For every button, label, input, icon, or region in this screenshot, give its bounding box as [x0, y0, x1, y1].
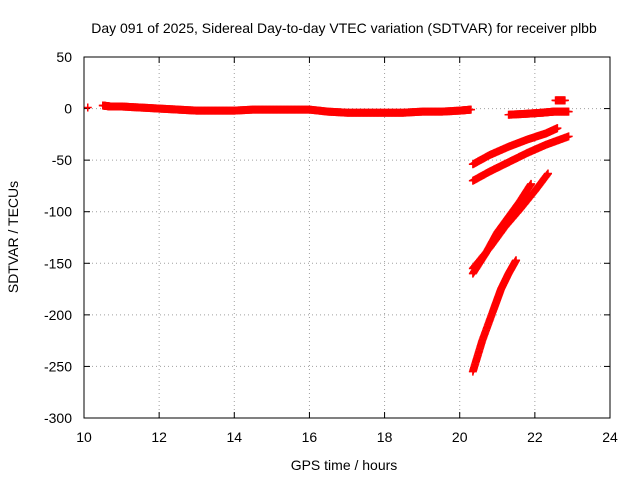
series-late-arc-b	[551, 96, 569, 105]
y-tick-label: -50	[52, 152, 72, 168]
data-point	[544, 169, 553, 178]
y-tick-label: -200	[44, 307, 72, 323]
data-point	[553, 124, 562, 133]
y-tick-label: 50	[56, 49, 72, 65]
x-tick-label: 24	[602, 429, 618, 445]
series-main-arc	[98, 101, 475, 117]
x-tick-label: 14	[226, 429, 242, 445]
series-isolated-point	[83, 103, 92, 112]
x-tick-label: 16	[302, 429, 318, 445]
plot-area-border	[83, 56, 611, 419]
x-axis-title: GPS time / hours	[291, 457, 398, 473]
x-tick-label: 18	[377, 429, 393, 445]
x-tick-label: 12	[151, 429, 167, 445]
y-tick-label: -300	[44, 410, 72, 426]
y-tick-label: 0	[64, 101, 72, 117]
data-point	[466, 105, 475, 114]
series-track-2	[468, 132, 573, 185]
data-point	[564, 107, 573, 116]
x-tick-label: 20	[452, 429, 468, 445]
data-point	[527, 179, 536, 188]
labels-layer: 10 12 14 16 18 20 22 24 50 0 -50 -100 -150 -200 -250 -3…	[44, 49, 618, 445]
y-tick-label: -150	[44, 255, 72, 271]
data-point	[560, 96, 569, 105]
y-tick-label: -250	[44, 358, 72, 374]
chart-title: Day 091 of 2025, Sidereal Day-to-day VTE…	[91, 20, 597, 36]
data-point	[83, 103, 92, 112]
y-tick-label: -100	[44, 204, 72, 220]
x-tick-label: 22	[527, 429, 543, 445]
series-track-1	[468, 124, 562, 169]
x-tick-label: 10	[76, 429, 92, 445]
data-point	[512, 256, 521, 265]
series-track-5	[468, 256, 521, 376]
y-axis-title: SDTVAR / TECUs	[5, 181, 21, 293]
series-track-4	[468, 169, 553, 273]
data-point	[564, 132, 573, 141]
series-layer	[83, 96, 573, 376]
series-late-arc-a	[504, 107, 573, 119]
